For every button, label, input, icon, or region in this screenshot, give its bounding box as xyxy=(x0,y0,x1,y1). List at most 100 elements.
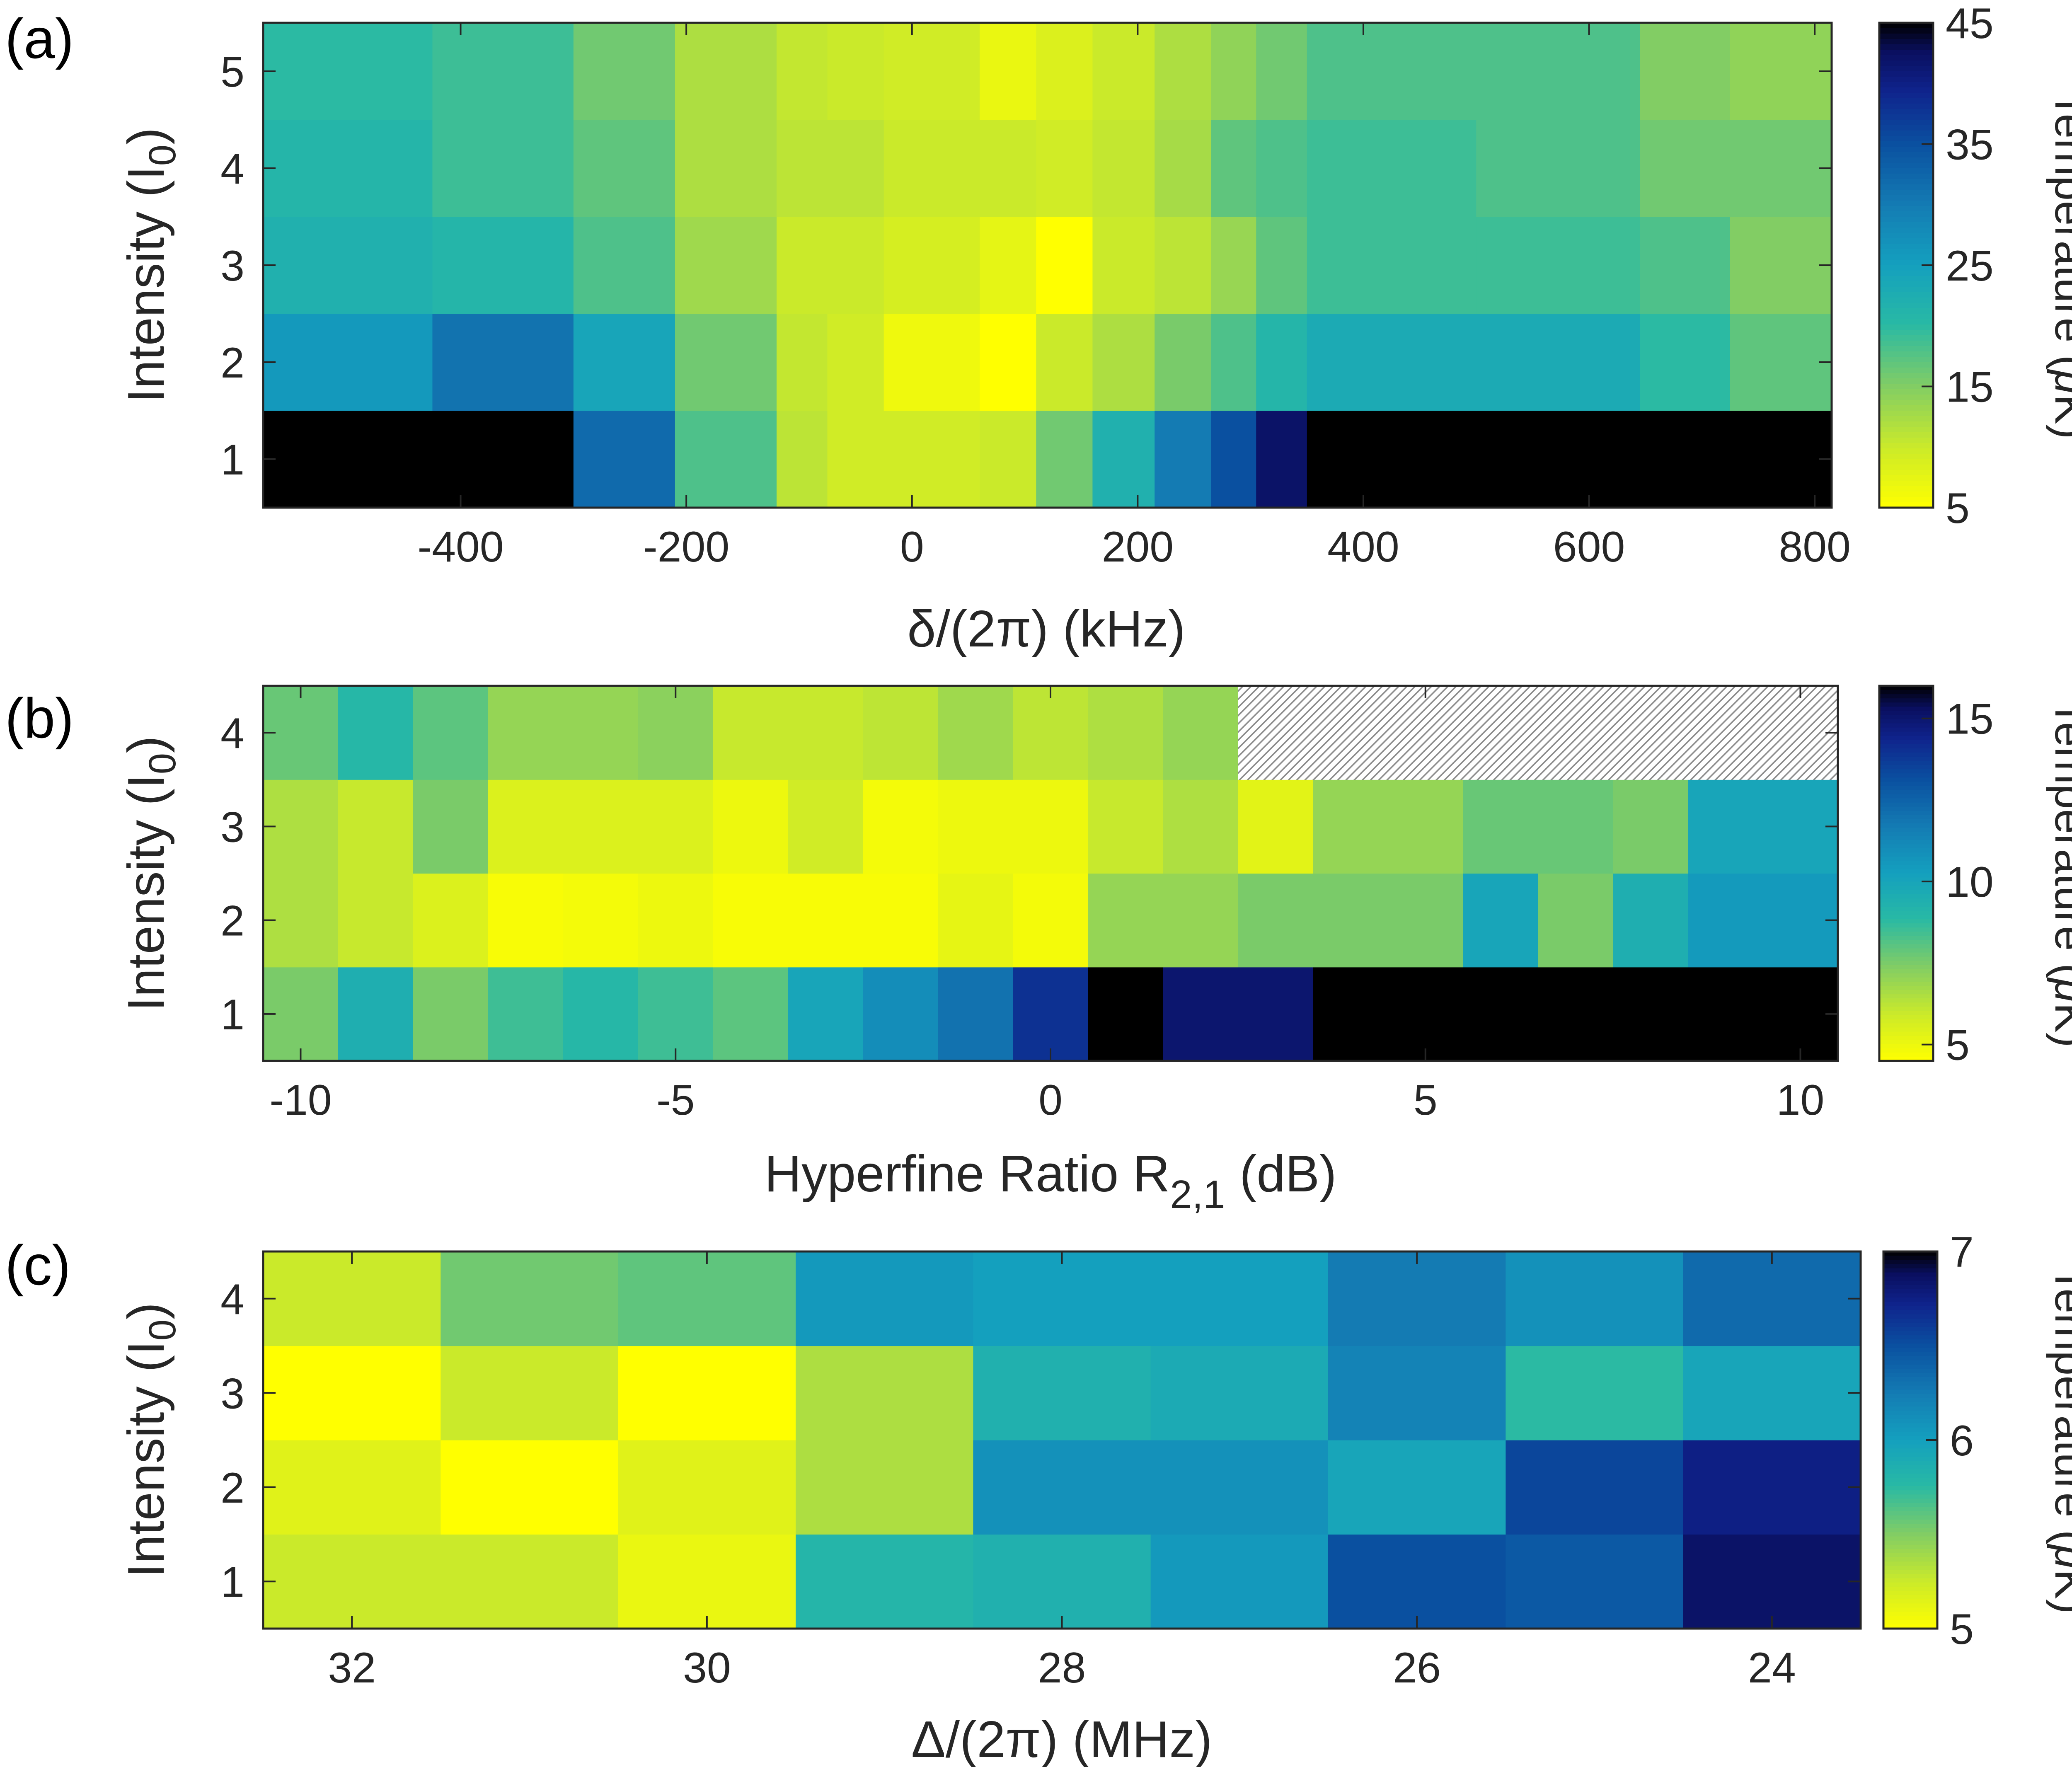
heatmap-cell xyxy=(263,120,433,217)
y-axis-label-a: Intensity (I0) xyxy=(118,128,184,403)
colorbar-swatch xyxy=(1883,1256,1937,1261)
colorbar-swatch xyxy=(1879,981,1933,986)
colorbar-swatch xyxy=(1879,308,1933,314)
heatmap-cell xyxy=(938,873,1014,968)
heatmap-cell xyxy=(263,873,339,968)
heatmap-cell xyxy=(1238,967,1313,1061)
colorbar-swatch xyxy=(1879,752,1933,757)
colorbar-swatch xyxy=(1879,923,1933,928)
colorbar-swatch xyxy=(1879,998,1933,1003)
colorbar-swatch xyxy=(1883,1268,1937,1273)
heatmap-cell xyxy=(973,1251,1151,1346)
colorbar-swatch xyxy=(1879,55,1933,61)
heatmap-cell xyxy=(1683,1534,1861,1629)
heatmap-cell xyxy=(263,686,339,780)
heatmap-cell xyxy=(796,1440,973,1535)
colorbar-swatch xyxy=(1879,351,1933,357)
colorbar-swatch xyxy=(1879,163,1933,169)
heatmap-cell xyxy=(1392,314,1477,411)
y-tick-label: 3 xyxy=(220,242,244,290)
heatmap-cells-a xyxy=(263,23,1832,508)
colorbar-swatch xyxy=(1883,1389,1937,1394)
heatmap-cell xyxy=(1730,217,1832,314)
colorbar-swatch xyxy=(1883,1322,1937,1327)
colorbar-swatch xyxy=(1879,707,1933,712)
colorbar-swatch xyxy=(1883,1452,1937,1457)
colorbar-swatch xyxy=(1883,1473,1937,1478)
x-tick-label: 10 xyxy=(1777,1076,1825,1124)
heatmap-cell xyxy=(1613,779,1688,874)
colorbar-swatch xyxy=(1879,844,1933,849)
heatmap-cell xyxy=(973,1534,1151,1629)
heatmap-cell xyxy=(432,120,574,217)
colorbar-tick-label: 35 xyxy=(1946,121,1994,169)
colorbar-swatch xyxy=(1879,104,1933,109)
heatmap-cell xyxy=(973,1346,1151,1440)
colorbar-swatch xyxy=(1883,1394,1937,1399)
heatmap-cell xyxy=(776,120,828,217)
colorbar-swatch xyxy=(1883,1536,1937,1541)
colorbar-swatch xyxy=(1883,1402,1937,1407)
colorbar-tick-label: 45 xyxy=(1946,0,1994,48)
heatmap-cell xyxy=(1683,1346,1861,1440)
colorbar-tick-label: 6 xyxy=(1950,1417,1974,1465)
colorbar-label-b: Temperature (μK) xyxy=(2046,700,2072,1047)
heatmap-cell xyxy=(488,873,564,968)
colorbar-swatch xyxy=(1883,1406,1937,1411)
x-tick-label: 26 xyxy=(1393,1644,1441,1692)
heatmap-cell xyxy=(1640,411,1731,508)
y-tick-label: 4 xyxy=(220,145,244,193)
heatmap-cell xyxy=(1688,873,1763,968)
heatmap-cell xyxy=(413,779,489,874)
colorbar-swatch xyxy=(1879,865,1933,870)
heatmap-cell xyxy=(263,1346,441,1440)
heatmap-cell xyxy=(1036,217,1093,314)
colorbar-swatch xyxy=(1883,1599,1937,1604)
heatmap-cell xyxy=(796,1346,973,1440)
colorbar-swatch xyxy=(1883,1431,1937,1436)
heatmap-cell xyxy=(827,23,884,120)
colorbar-swatch xyxy=(1883,1365,1937,1369)
heatmap-cell xyxy=(1313,779,1388,874)
colorbar-swatch xyxy=(1883,1557,1937,1562)
heatmap-cell xyxy=(1036,23,1093,120)
heatmap-cell xyxy=(1092,411,1155,508)
heatmap-cell xyxy=(1092,23,1155,120)
colorbar-swatch xyxy=(1879,719,1933,724)
heatmap-cell xyxy=(1013,779,1089,874)
colorbar-ticks-c: 5 6 7 xyxy=(1926,1228,1974,1653)
y-tick-label: 1 xyxy=(220,436,244,484)
heatmap-cell xyxy=(573,217,675,314)
heatmap-cell xyxy=(1476,411,1556,508)
colorbar-swatch xyxy=(1879,314,1933,320)
colorbar-swatch xyxy=(1879,932,1933,937)
colorbar-swatch xyxy=(1883,1314,1937,1319)
colorbar-swatch xyxy=(1879,395,1933,400)
heatmap-cell xyxy=(1036,411,1093,508)
heatmap-cell xyxy=(1256,120,1307,217)
heatmap-cell xyxy=(1155,411,1211,508)
heatmap-cell-missing xyxy=(1313,686,1388,780)
colorbar-swatch xyxy=(1879,335,1933,341)
heatmap-cell xyxy=(1506,1346,1684,1440)
heatmap-cell xyxy=(863,779,939,874)
colorbar-swatch xyxy=(1879,465,1933,470)
colorbar-swatch xyxy=(1879,961,1933,966)
colorbar-swatch xyxy=(1879,802,1933,807)
colorbar-swatch xyxy=(1879,287,1933,293)
heatmap-cell xyxy=(338,873,414,968)
x-tick-label: -5 xyxy=(656,1076,695,1124)
colorbar-swatch xyxy=(1879,944,1933,949)
colorbar-swatch xyxy=(1883,1260,1937,1265)
y-tick-label: 2 xyxy=(220,339,244,387)
colorbar-swatch xyxy=(1879,432,1933,438)
colorbar-swatch xyxy=(1879,373,1933,379)
colorbar-swatch xyxy=(1883,1469,1937,1474)
colorbar-swatch xyxy=(1879,1007,1933,1012)
heatmap-cell xyxy=(1538,779,1613,874)
x-tick-label: 30 xyxy=(683,1644,731,1692)
heatmap-cell xyxy=(1150,1346,1329,1440)
heatmap-cell xyxy=(441,1251,619,1346)
colorbar-swatch xyxy=(1883,1528,1937,1533)
